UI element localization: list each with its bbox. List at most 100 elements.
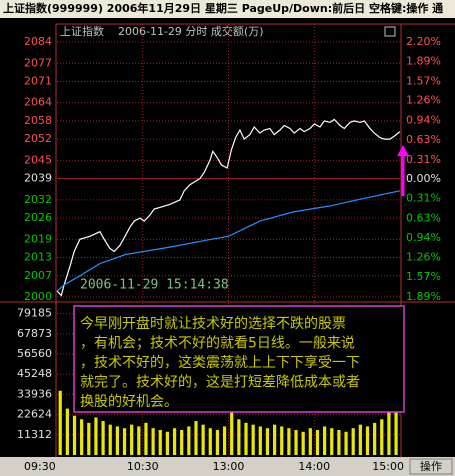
volume-bar (194, 421, 198, 455)
y2-tick-label: 0.31% (406, 153, 441, 166)
title-bar (0, 0, 455, 18)
volume-bar (323, 426, 327, 455)
y2-tick-label: 0.94% (406, 114, 441, 127)
y2-tick-label: 2.20% (406, 35, 441, 48)
volume-bar (230, 410, 234, 455)
y2-tick-label: 0.94% (406, 231, 441, 244)
volume-tick-label: 79185 (17, 307, 52, 320)
volume-bar (330, 428, 334, 455)
note-line: ，有机会；技术不好的就看5日线。一般来说 (80, 336, 355, 352)
volume-bar (87, 422, 91, 455)
volume-tick-label: 67873 (17, 327, 52, 340)
action-button[interactable] (409, 458, 453, 475)
note-box (73, 305, 405, 413)
volume-bar (201, 424, 205, 455)
y-tick-label: 2019 (24, 232, 52, 245)
y-tick-label: 2013 (24, 251, 52, 264)
volume-bar (380, 419, 384, 455)
y-tick-label: 2058 (24, 114, 52, 127)
y2-tick-label: 0.00% (406, 172, 441, 185)
volume-bar (165, 431, 170, 455)
note-line: 今早刚开盘时就让技术好的选择不跌的股票 (80, 315, 346, 332)
volume-bar (280, 426, 284, 455)
volume-bar (344, 431, 348, 455)
volume-bar (272, 424, 277, 455)
y-tick-label: 2045 (24, 153, 52, 166)
action-button-label: 操作 (420, 459, 442, 473)
y2-tick-label: 0.63% (406, 133, 441, 146)
volume-bar (108, 424, 112, 455)
volume-tick-label: 45248 (17, 367, 52, 380)
volume-bar (244, 422, 248, 455)
y-tick-label: 2071 (24, 74, 52, 87)
x-tick-label: 13:00 (213, 460, 245, 473)
volume-bar (358, 424, 362, 455)
volume-bar (115, 426, 119, 455)
volume-bar (351, 428, 355, 455)
volume-bar (337, 430, 341, 455)
volume-bar (258, 426, 262, 455)
volume-tick-label: 22624 (17, 408, 52, 421)
index-name: 上证指数 (60, 24, 104, 38)
volume-bar (394, 401, 398, 455)
volume-bar (58, 390, 62, 455)
y2-tick-label: 0.31% (406, 191, 441, 204)
volume-bar (72, 415, 77, 455)
volume-bar (172, 428, 177, 455)
volume-bar (180, 430, 184, 455)
volume-bar (137, 426, 141, 455)
x-tick-label: 10:30 (127, 460, 159, 473)
volume-bar (265, 428, 270, 455)
y-tick-label: 2064 (24, 96, 52, 109)
volume-bar (251, 424, 255, 455)
volume-bar (158, 430, 162, 455)
volume-bar (130, 424, 134, 455)
y2-tick-label: 1.57% (406, 74, 441, 87)
volume-bar (287, 428, 291, 455)
y-tick-label: 2032 (24, 193, 52, 206)
y-tick-label: 2007 (24, 269, 52, 282)
note-line: 换股的好机会。 (80, 393, 178, 410)
volume-bar (80, 419, 84, 455)
volume-bar (222, 426, 227, 455)
volume-bar (215, 430, 220, 455)
menu-icon[interactable] (384, 26, 396, 37)
y2-tick-label: 0.63% (406, 211, 441, 224)
chart-header: 2006-11-29 分时 成交额(万) (118, 24, 264, 38)
window-title: 上证指数(999999) 2006年11月29日 星期三 PageUp/Down… (3, 1, 443, 15)
volume-bar (301, 431, 305, 455)
volume-bar (94, 417, 98, 455)
volume-bar (122, 428, 127, 455)
arrow-head (397, 145, 409, 156)
volume-tick-label: 56560 (17, 347, 52, 360)
price-line (56, 118, 401, 297)
x-tick-label: 09:30 (24, 460, 56, 473)
timestamp: 2006-11-29 15:14:38 (80, 278, 229, 293)
y2-tick-label: 1.57% (406, 270, 441, 283)
y2-tick-label: 1.89% (406, 54, 441, 67)
y2-tick-label: 1.26% (406, 94, 441, 107)
volume-bar (237, 419, 241, 455)
note-line: 就完了。技术好的，这是打短差降低成本或者 (80, 374, 360, 391)
volume-bar (373, 422, 377, 455)
y-tick-label: 2000 (24, 290, 52, 303)
x-tick-label: 15:00 (372, 460, 404, 473)
y-tick-label: 2052 (24, 132, 52, 145)
time-bar (0, 457, 455, 476)
volume-bar (387, 412, 391, 455)
volume-bar (101, 421, 105, 455)
y-tick-label: 2077 (24, 56, 52, 69)
volume-bar (294, 430, 298, 455)
y-tick-label: 2084 (24, 35, 52, 48)
note-line: ，技术不好的，这类震荡就上上下下享受一下 (80, 354, 360, 371)
volume-bar (365, 426, 370, 455)
volume-bar (151, 428, 155, 455)
y-tick-label: 2039 (24, 172, 52, 185)
volume-bar (315, 430, 320, 455)
volume-bar (308, 428, 312, 455)
volume-bar (187, 426, 191, 455)
y2-tick-label: 1.89% (406, 290, 441, 303)
volume-bar (144, 422, 148, 455)
y2-tick-label: 1.26% (406, 251, 441, 264)
